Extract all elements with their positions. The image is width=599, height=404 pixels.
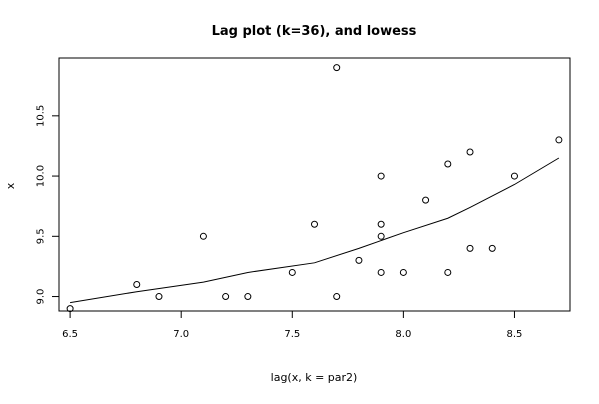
y-tick-label: 10.5 bbox=[36, 105, 47, 127]
y-tick-label: 9.0 bbox=[36, 289, 47, 305]
data-point bbox=[444, 160, 452, 168]
data-point bbox=[555, 136, 563, 144]
data-point bbox=[377, 232, 385, 240]
data-point bbox=[222, 293, 230, 301]
y-tick-label: 10.0 bbox=[36, 165, 47, 187]
data-point bbox=[199, 232, 207, 240]
data-point bbox=[333, 64, 341, 72]
data-point bbox=[510, 172, 518, 180]
data-point bbox=[288, 268, 296, 276]
data-point bbox=[444, 268, 452, 276]
y-axis-title: x bbox=[4, 182, 17, 189]
data-point bbox=[466, 244, 474, 252]
data-point bbox=[377, 220, 385, 228]
plot-frame bbox=[58, 57, 571, 312]
y-tick-label: 9.5 bbox=[36, 228, 47, 244]
data-point bbox=[333, 293, 341, 301]
data-point bbox=[355, 256, 363, 264]
x-tick-label: 8.0 bbox=[395, 329, 411, 340]
data-point bbox=[311, 220, 318, 228]
x-tick-label: 8.5 bbox=[507, 329, 523, 340]
x-tick-label: 6.5 bbox=[62, 329, 78, 340]
x-axis: 6.5 7.0 7.5 8.0 8.5 bbox=[62, 310, 523, 340]
data-point bbox=[488, 244, 496, 252]
lowess-line bbox=[70, 157, 560, 304]
plot-area bbox=[66, 64, 563, 313]
data-point bbox=[133, 280, 141, 288]
x-tick-label: 7.5 bbox=[284, 329, 300, 340]
x-tick-label: 7.0 bbox=[173, 329, 189, 340]
data-point bbox=[422, 196, 430, 204]
data-point bbox=[66, 305, 74, 313]
data-point bbox=[399, 268, 407, 276]
y-axis: 9.0 9.5 10.0 10.5 bbox=[36, 105, 60, 305]
data-point bbox=[377, 172, 385, 180]
data-point bbox=[244, 293, 252, 301]
chart-title: Lag plot (k=36), and lowess bbox=[212, 24, 417, 39]
data-point bbox=[466, 148, 474, 156]
x-axis-title: lag(x, k = par2) bbox=[271, 371, 358, 384]
data-point bbox=[155, 293, 163, 301]
data-point bbox=[377, 268, 385, 276]
